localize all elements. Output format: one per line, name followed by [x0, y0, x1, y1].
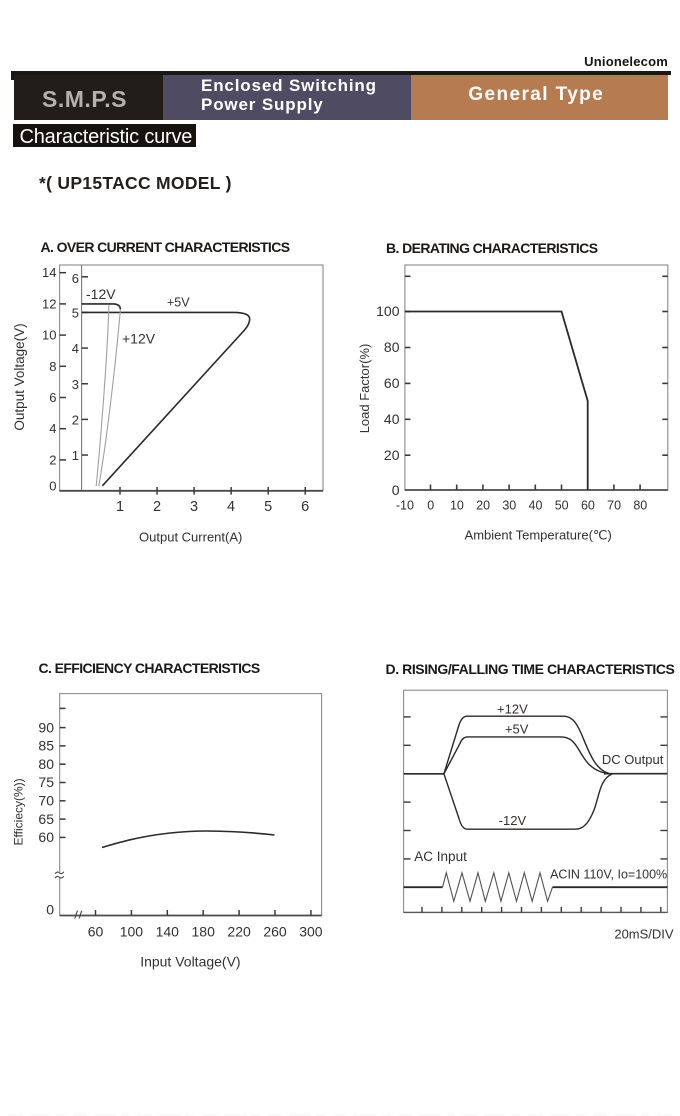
svg-text:ACIN 110V, Io=100%: ACIN 110V, Io=100%	[550, 867, 667, 881]
svg-text:6: 6	[301, 499, 309, 515]
svg-text:+12V: +12V	[122, 331, 156, 347]
svg-text:0: 0	[46, 902, 54, 918]
svg-text:Output Current(A): Output Current(A)	[139, 530, 242, 545]
svg-text:14: 14	[42, 265, 56, 280]
svg-text:5: 5	[264, 499, 272, 515]
svg-text:20: 20	[384, 447, 400, 463]
svg-text:6: 6	[49, 390, 56, 405]
svg-text:20: 20	[476, 499, 490, 513]
svg-text:2: 2	[49, 452, 56, 467]
svg-text:-10: -10	[396, 499, 414, 513]
svg-text:2: 2	[72, 413, 79, 428]
svg-text:4: 4	[227, 499, 235, 515]
svg-text:2: 2	[153, 499, 161, 515]
svg-text:Load Factor(%): Load Factor(%)	[357, 344, 372, 434]
svg-text:60: 60	[384, 375, 400, 391]
svg-text:6: 6	[72, 271, 79, 286]
svg-text:75: 75	[38, 774, 54, 790]
svg-text:+5V: +5V	[167, 296, 190, 310]
svg-text:85: 85	[38, 738, 54, 754]
svg-text:DC Output: DC Output	[602, 752, 664, 767]
svg-text:70: 70	[38, 793, 54, 809]
svg-text:40: 40	[384, 411, 400, 427]
svg-text:100: 100	[376, 303, 400, 319]
svg-text:10: 10	[42, 328, 56, 343]
svg-text:3: 3	[72, 377, 79, 392]
svg-text:100: 100	[120, 923, 144, 939]
svg-text:60: 60	[88, 923, 104, 939]
svg-text:60: 60	[581, 499, 595, 513]
svg-text:Efficiecy(%)): Efficiecy(%))	[12, 778, 26, 845]
svg-text:140: 140	[156, 923, 180, 939]
svg-text:+5V: +5V	[505, 722, 529, 737]
svg-text:30: 30	[502, 499, 516, 513]
svg-text:300: 300	[299, 923, 323, 939]
svg-text:8: 8	[49, 359, 56, 374]
svg-text:+12V: +12V	[497, 702, 528, 717]
svg-text:90: 90	[38, 719, 54, 735]
svg-text:0: 0	[427, 499, 434, 513]
svg-text:0: 0	[392, 482, 400, 498]
svg-text:1: 1	[116, 499, 124, 515]
svg-text:0: 0	[49, 479, 56, 494]
svg-text:260: 260	[263, 923, 287, 939]
svg-text:AC Input: AC Input	[414, 849, 467, 864]
svg-text:65: 65	[38, 811, 54, 827]
svg-text:60: 60	[38, 829, 54, 845]
svg-text:80: 80	[38, 756, 54, 772]
svg-text:12: 12	[42, 296, 56, 311]
svg-text:220: 220	[227, 923, 251, 939]
svg-text:70: 70	[607, 499, 621, 513]
svg-text:180: 180	[192, 923, 216, 939]
svg-text:40: 40	[529, 499, 543, 513]
svg-text:Input Voltage(V): Input Voltage(V)	[140, 953, 240, 969]
svg-text:-12V: -12V	[499, 813, 527, 828]
svg-text:3: 3	[190, 499, 198, 515]
svg-text:Ambient Temperature(℃): Ambient Temperature(℃)	[465, 528, 612, 543]
svg-text:-12V: -12V	[86, 286, 116, 302]
svg-text:1: 1	[72, 448, 79, 463]
svg-text:20mS/DIV: 20mS/DIV	[614, 927, 674, 942]
svg-text:80: 80	[633, 499, 647, 513]
svg-text:50: 50	[555, 499, 569, 513]
svg-text:10: 10	[450, 499, 464, 513]
svg-text:Output Voltage(V): Output Voltage(V)	[12, 323, 27, 430]
svg-text:4: 4	[49, 421, 56, 436]
svg-text:80: 80	[384, 339, 400, 355]
svg-text:5: 5	[72, 306, 79, 321]
svg-text:4: 4	[72, 341, 79, 356]
